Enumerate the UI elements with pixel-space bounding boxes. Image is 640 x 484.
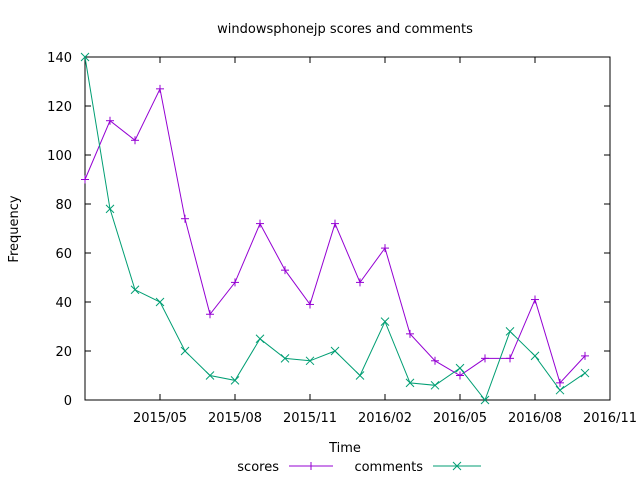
data-point-scores [231,278,239,287]
x-tick: 2015/11 [283,57,337,426]
legend-marker [307,462,315,470]
series-comments [80,52,590,405]
data-point-comments [580,368,590,378]
data-point-comments [205,371,215,380]
data-point-scores [306,300,314,309]
data-point-scores [356,278,364,287]
y-tick: 120 [47,100,610,115]
x-tick: 2015/08 [208,57,262,426]
plot-area-border [84,56,611,401]
data-point-scores [531,295,539,304]
data-point-comments [530,351,540,361]
data-point-scores [331,219,339,228]
data-point-comments [155,297,165,307]
y-tick-label: 140 [47,51,72,66]
legend: scores comments [237,460,481,475]
x-tick-label: 2016/11 [583,411,637,426]
y-tick-label: 0 [64,394,72,409]
y-tick: 140 [47,51,610,66]
axis-ticks: 0 20 40 60 80 100 120 140 2015/05 2015/08 2015/11 2… [47,51,637,426]
legend-item-scores: scores [237,460,333,475]
x-tick-label: 2015/11 [283,411,337,426]
data-point-comments [405,378,415,388]
series-scores [81,84,589,387]
data-point-comments [455,363,465,373]
data-point-comments [180,346,190,356]
data-point-comments [505,327,515,336]
x-tick-label: 2015/05 [133,411,187,426]
y-tick-label: 120 [47,100,72,115]
y-tick: 0 [64,394,610,409]
x-tick-label: 2016/02 [358,411,412,426]
data-point-comments [355,371,365,380]
x-tick: 2016/02 [358,57,412,426]
data-point-scores [131,136,139,145]
data-point-comments [280,353,290,363]
y-tick-label: 40 [55,296,72,311]
data-point-scores [281,266,289,275]
y-tick-label: 20 [55,345,72,360]
data-point-scores [256,219,264,228]
data-point-scores [481,354,489,363]
y-tick: 80 [55,198,610,213]
y-tick-label: 60 [55,247,72,262]
data-point-comments [480,395,490,405]
x-tick: 2015/05 [133,57,187,426]
y-axis-label: Frequency [7,195,22,262]
data-point-scores [381,244,389,253]
y-tick-label: 100 [47,149,72,164]
x-tick: 2016/08 [508,57,562,426]
data-point-scores [456,371,464,380]
x-tick: 2016/11 [583,57,637,426]
data-point-comments [430,380,440,390]
y-tick: 100 [47,149,610,164]
data-point-comments [255,334,265,344]
data-point-scores [506,354,514,363]
data-point-scores [106,116,114,125]
y-tick: 40 [55,296,610,311]
series-group [80,52,590,405]
data-point-scores [431,356,439,365]
legend-item-comments: comments [354,460,481,475]
data-point-scores [406,329,414,338]
series-line-comments [84,56,586,402]
data-point-scores [556,378,564,387]
legend-label: scores [237,460,279,475]
data-point-scores [156,84,164,93]
data-point-scores [206,310,214,319]
data-point-comments [555,385,565,395]
x-tick-label: 2016/05 [433,411,487,426]
data-point-comments [230,376,240,385]
legend-marker [452,461,462,471]
data-point-comments [130,285,140,295]
x-tick: 2016/05 [433,57,487,426]
y-tick: 60 [55,247,610,262]
data-point-scores [81,175,89,184]
x-tick-label: 2016/08 [508,411,562,426]
x-tick-label: 2015/08 [208,411,262,426]
series-line-scores [84,87,586,384]
data-point-comments [330,346,340,356]
chart-title: windowsphonejp scores and comments [217,22,473,37]
y-tick-label: 80 [55,198,72,213]
data-point-scores [581,351,589,360]
data-point-comments [105,204,115,214]
y-tick: 20 [55,345,610,360]
data-point-comments [305,356,315,366]
data-point-comments [80,52,90,62]
x-axis-label: Time [328,441,361,456]
data-point-comments [380,317,390,326]
legend-label: comments [354,460,423,475]
data-point-scores [181,214,189,223]
